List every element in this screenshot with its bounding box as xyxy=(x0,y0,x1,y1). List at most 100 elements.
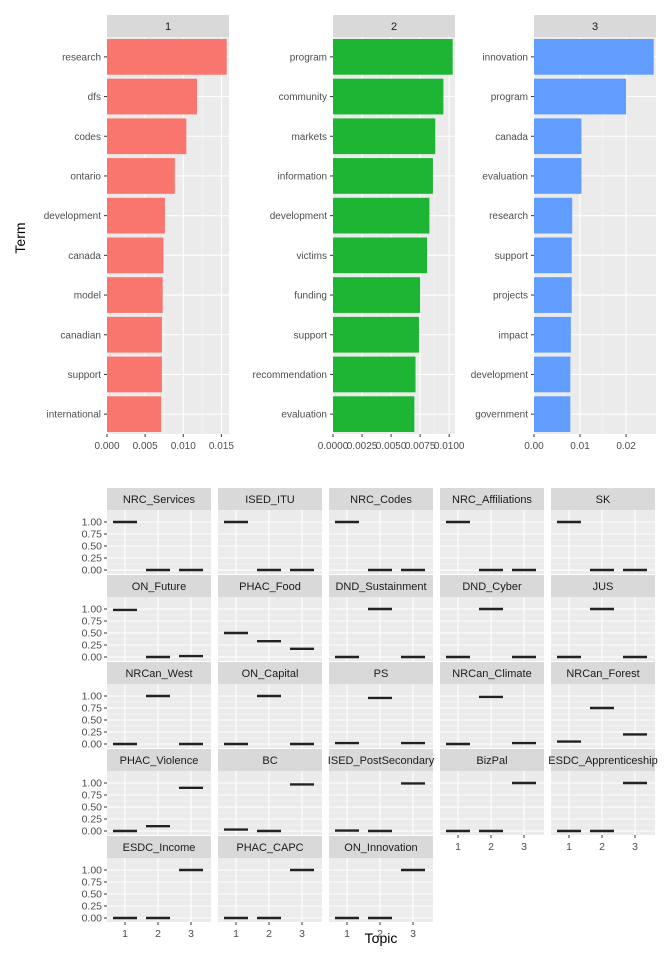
facet-strip-ESDC_Income xyxy=(107,836,211,858)
term-label: evaluation xyxy=(281,410,327,421)
x-tick-label: 0.02 xyxy=(616,441,636,452)
bar-development xyxy=(107,197,165,234)
facet-strip-NRCan_West xyxy=(107,662,211,684)
y-tick-label: 0.25 xyxy=(82,727,103,739)
facet-strip-ON_Innovation xyxy=(329,836,433,858)
facet-strip-label: PHAC_Food xyxy=(239,581,301,593)
bar-information xyxy=(333,158,433,194)
facet-strip-label: ESDC_Apprenticeship xyxy=(548,755,657,767)
y-tick-label: 0.75 xyxy=(82,616,103,628)
panel-background xyxy=(440,597,544,661)
x-tick-label: 0.005 xyxy=(133,441,158,452)
term-label: markets xyxy=(291,132,327,143)
bar-support xyxy=(534,237,572,274)
y-tick-label: 0.50 xyxy=(82,715,103,727)
x-tick-label: 2 xyxy=(599,841,605,853)
facet-strip-label: DND_Cyber xyxy=(462,581,522,593)
facet-strip-label: ISED_PostSecondary xyxy=(328,755,435,767)
bar-government xyxy=(534,396,571,433)
facet-strip-label: NRC_Services xyxy=(123,494,196,506)
x-tick-label: 3 xyxy=(410,928,416,940)
facet-strip-label: ON_Capital xyxy=(242,668,299,680)
term-label: support xyxy=(294,330,328,341)
facet-strip-label: JUS xyxy=(593,581,614,593)
panel-background xyxy=(440,684,544,748)
x-tick-label: 3 xyxy=(632,841,638,853)
facet-strip-label: DND_Sustainment xyxy=(335,581,426,593)
facet-strip-label: BizPal xyxy=(476,755,507,767)
term-label: innovation xyxy=(482,52,528,63)
panel-background xyxy=(329,684,433,748)
facet-strip-ON_Future xyxy=(107,575,211,597)
facet-strip-PHAC_Violence xyxy=(107,749,211,771)
facet-strip-PHAC_Food xyxy=(218,575,322,597)
facet-strip-label: NRC_Affiliations xyxy=(452,494,532,506)
facet-strip-BC xyxy=(218,749,322,771)
bar-canada xyxy=(107,237,164,274)
x-tick-label: 3 xyxy=(188,928,194,940)
x-tick-label: 0.0000 xyxy=(318,441,349,452)
facet-strip-label: 1 xyxy=(165,21,171,33)
bar-research xyxy=(107,38,227,75)
x-tick-label: 2 xyxy=(377,928,383,940)
facet-strip-PS xyxy=(329,662,433,684)
facet-strip-label: NRCan_Climate xyxy=(452,668,531,680)
panel-background xyxy=(107,684,211,748)
facet-strip-BizPal xyxy=(440,749,544,771)
y-tick-label: 0.00 xyxy=(82,826,103,838)
bar-program xyxy=(333,38,453,75)
facet-strip-NRCan_Forest xyxy=(551,662,655,684)
panel-background xyxy=(440,771,544,835)
panel-background xyxy=(551,684,655,748)
y-tick-label: 0.00 xyxy=(82,739,103,751)
panel-background xyxy=(329,771,433,835)
facet-strip-JUS xyxy=(551,575,655,597)
panel-background xyxy=(329,510,433,574)
facet-strip-label: ISED_ITU xyxy=(245,494,295,506)
x-tick-label: 0.0075 xyxy=(405,441,436,452)
term-label: research xyxy=(489,211,528,222)
term-label: support xyxy=(495,251,529,262)
facet-strip-ESDC_Apprenticeship xyxy=(551,749,655,771)
bar-research xyxy=(534,197,573,234)
facet-strip-NRCan_Climate xyxy=(440,662,544,684)
facet-strip-1 xyxy=(107,15,229,37)
top-y-axis-label: Term xyxy=(12,222,28,253)
x-tick-label: 1 xyxy=(122,928,128,940)
bar-evaluation xyxy=(333,396,415,433)
term-label: program xyxy=(491,92,528,103)
bar-impact xyxy=(534,316,571,353)
bar-support xyxy=(333,316,419,353)
bar-dfs xyxy=(107,78,197,115)
facet-strip-NRC_Services xyxy=(107,488,211,510)
facet-strip-ISED_ITU xyxy=(218,488,322,510)
y-tick-label: 1.00 xyxy=(82,865,103,877)
bottom-x-axis-label: Topic xyxy=(365,930,398,946)
x-tick-label: 3 xyxy=(521,841,527,853)
y-tick-label: 0.25 xyxy=(82,553,103,565)
facet-strip-NRC_Affiliations xyxy=(440,488,544,510)
y-tick-label: 0.75 xyxy=(82,877,103,889)
term-label: impact xyxy=(499,330,529,341)
panel-background xyxy=(329,597,433,661)
bar-international xyxy=(107,396,162,433)
bar-canada xyxy=(534,118,582,155)
x-tick-label: 0.010 xyxy=(171,441,196,452)
x-tick-label: 1 xyxy=(566,841,572,853)
bar-projects xyxy=(534,277,572,313)
facet-strip-label: PS xyxy=(374,668,389,680)
panel-background xyxy=(218,684,322,748)
x-tick-label: 1 xyxy=(233,928,239,940)
x-tick-label: 0.0025 xyxy=(347,441,378,452)
x-tick-label: 0.0100 xyxy=(434,441,465,452)
y-tick-label: 0.50 xyxy=(82,628,103,640)
panel-background xyxy=(107,771,211,835)
bar-markets xyxy=(333,118,436,155)
x-tick-label: 0.00 xyxy=(524,441,544,452)
term-label: canada xyxy=(495,132,528,143)
facet-strip-ISED_PostSecondary xyxy=(329,749,433,771)
y-tick-label: 0.75 xyxy=(82,529,103,541)
term-label: funding xyxy=(294,291,327,302)
facet-strip-2 xyxy=(333,15,455,37)
y-tick-label: 0.25 xyxy=(82,814,103,826)
